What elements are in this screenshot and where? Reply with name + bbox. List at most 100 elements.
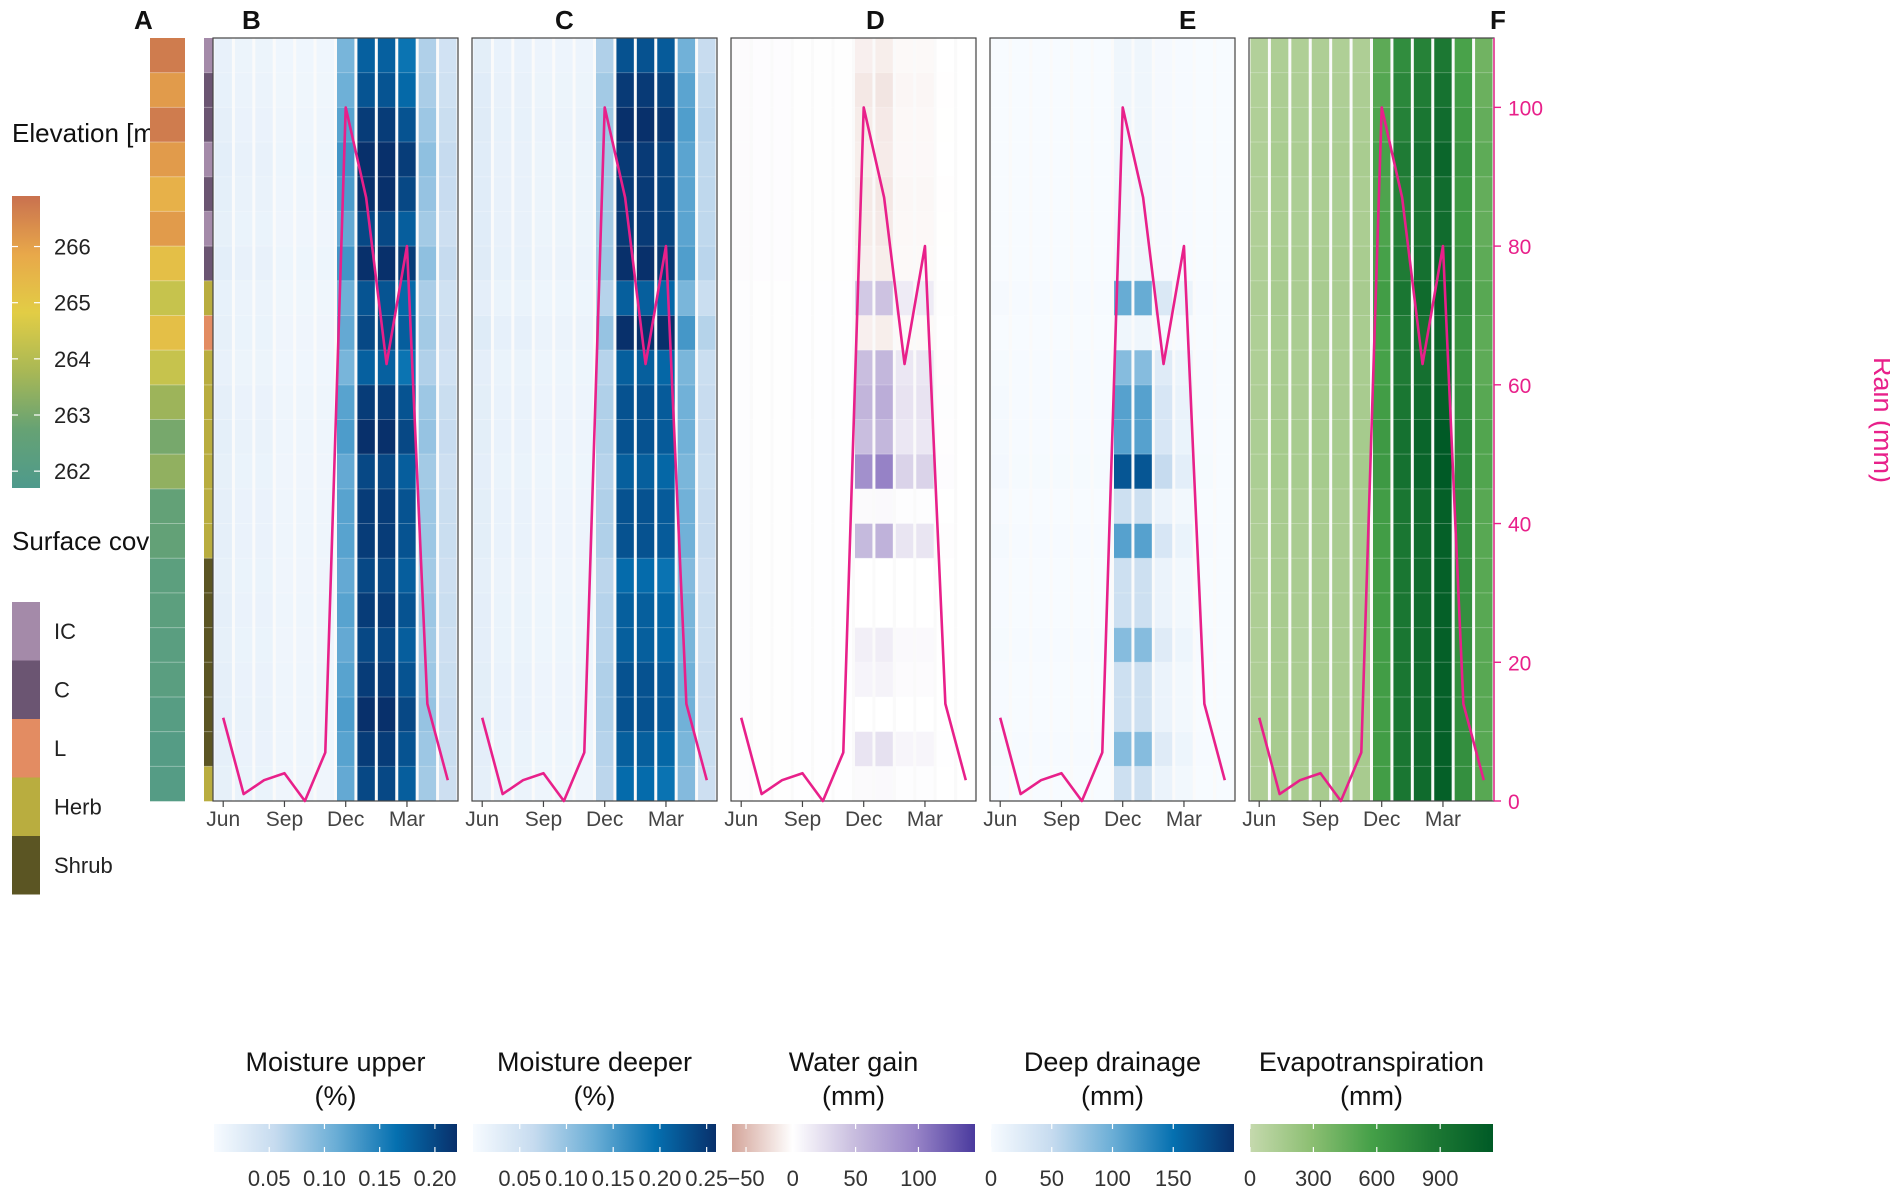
heatmap-cell (1073, 384, 1091, 420)
panel-c: Jun Sep Dec Mar (465, 37, 718, 831)
heatmap-cell (1352, 280, 1370, 316)
heatmap-cell (936, 627, 955, 663)
heatmap-cell (1332, 315, 1350, 351)
heatmap-cell (834, 280, 852, 316)
heatmap-cell (234, 280, 253, 316)
heatmap-cell (255, 384, 273, 420)
heatmap-cell (793, 419, 812, 455)
heatmap-cell (1434, 454, 1452, 490)
heatmap-cell (1032, 176, 1050, 212)
heatmap-cell (1311, 592, 1330, 628)
heatmap-cell (1011, 384, 1030, 420)
heatmap-cell (1052, 592, 1071, 628)
heatmap-cell (875, 72, 893, 108)
x-tick-label: Jun (724, 808, 758, 831)
heatmap-cell (814, 176, 832, 212)
colorbar-tick-label: 900 (1422, 1166, 1459, 1191)
heatmap-cell (1454, 384, 1473, 420)
heatmap-cell (439, 696, 457, 732)
heatmap-cell (1195, 523, 1214, 559)
heatmap-cell (214, 766, 232, 802)
heatmap-cell (752, 246, 771, 282)
heatmap-cell (255, 627, 273, 663)
heatmap-cell (514, 454, 532, 490)
heatmap-cell (214, 72, 232, 108)
heatmap-cell (1154, 280, 1173, 316)
heatmap-cell (814, 523, 832, 559)
heatmap-cell (275, 142, 294, 178)
heatmap-cell (1291, 731, 1309, 767)
heatmap-cell (514, 696, 532, 732)
heatmap-cell (357, 454, 375, 490)
heatmap-cell (275, 731, 294, 767)
heatmap-cell (1032, 592, 1050, 628)
heatmap-cell (473, 419, 491, 455)
heatmap-cell (275, 280, 294, 316)
heatmap-cell (398, 627, 416, 663)
heatmap-cell (1373, 350, 1391, 386)
heatmap-cell (337, 523, 355, 559)
heatmap-cell (1352, 211, 1370, 247)
heatmap-cell (1032, 142, 1050, 178)
heatmap-cell (1154, 731, 1173, 767)
heatmap-cell (991, 454, 1009, 490)
colorbar-gradient (473, 1124, 716, 1152)
heatmap-cell (1270, 419, 1289, 455)
heatmap-cell (1052, 696, 1071, 732)
heatmap-cell (1134, 142, 1152, 178)
heatmap-cell (555, 384, 573, 420)
heatmap-cell (418, 419, 437, 455)
heatmap-cell (214, 592, 232, 628)
heatmap-cell (1291, 766, 1309, 802)
heatmap-cell (1413, 454, 1432, 490)
heatmap-cell (1434, 142, 1452, 178)
heatmap-cell (895, 454, 914, 490)
heatmap-cell (1434, 766, 1452, 802)
heatmap-cell (1052, 72, 1071, 108)
heatmap-cell (657, 142, 675, 178)
heatmap-cell (1475, 696, 1493, 732)
heatmap-cell (1352, 142, 1370, 178)
heatmap-cell (398, 731, 416, 767)
heatmap-cell (337, 419, 355, 455)
heatmap-cell (991, 38, 1009, 73)
heatmap-cell (1250, 142, 1268, 178)
heatmap-cell (1311, 38, 1330, 73)
heatmap-cell (575, 176, 593, 212)
heatmap-cell (875, 350, 893, 386)
heatmap-cell (1154, 558, 1173, 594)
colorbar-c: Moisture deeper (%) 0.05 0.10 0.15 0.20 0.25 (473, 1047, 728, 1191)
elevation-cell (150, 627, 185, 663)
heatmap-cell (1352, 384, 1370, 420)
heatmap-cell (1073, 72, 1091, 108)
heatmap-cell (1352, 454, 1370, 490)
heatmap-cell (514, 315, 532, 351)
heatmap-cell (439, 246, 457, 282)
heatmap-cell (1332, 558, 1350, 594)
heatmap-cell (773, 142, 791, 178)
heatmap-cell (773, 523, 791, 559)
elevation-cell (150, 488, 185, 524)
heatmap-cell (1393, 523, 1411, 559)
heatmap-cell (555, 558, 573, 594)
heatmap-cell (1413, 627, 1432, 663)
heatmap-cell (1114, 280, 1132, 316)
heatmap-cell (255, 211, 273, 247)
heatmap-cell (616, 350, 634, 386)
heatmap-cell (275, 696, 294, 732)
heatmap-cell (636, 246, 655, 282)
heatmap-cell (793, 280, 812, 316)
heatmap-cell (1114, 488, 1132, 524)
heatmap-cell (957, 384, 975, 420)
heatmap-cell (773, 766, 791, 802)
heatmap-cell (1195, 454, 1214, 490)
heatmap-cell (1475, 488, 1493, 524)
heatmap-cell (616, 523, 634, 559)
heatmap-cell (1032, 766, 1050, 802)
heatmap-cell (255, 419, 273, 455)
x-tick-label: Jun (206, 808, 240, 831)
heatmap-cell (698, 627, 716, 663)
heatmap-cell (316, 662, 334, 698)
surface-cover-keys: IC C L Herb Shrub (12, 602, 113, 895)
heatmap-cell (596, 72, 614, 108)
